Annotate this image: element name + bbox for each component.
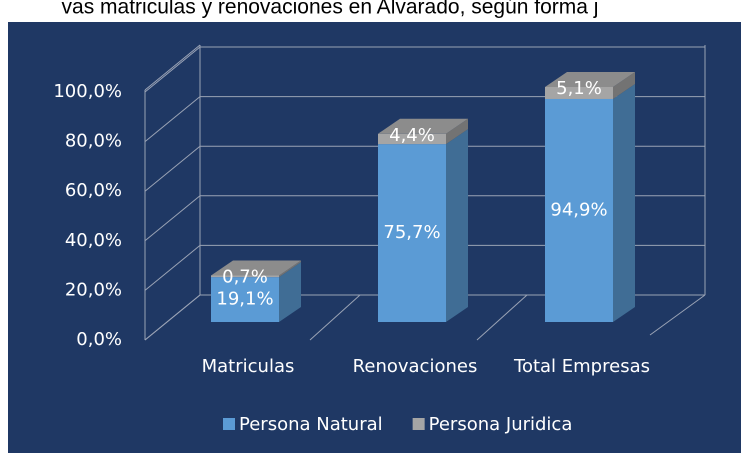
bar [378, 118, 468, 145]
bar-front [211, 277, 279, 322]
bar-side [446, 118, 468, 145]
x-tick-label: Matriculas [202, 356, 295, 377]
grid-line [144, 245, 201, 291]
floor-line [649, 294, 706, 336]
data-label: 5,1% [556, 78, 602, 99]
chart-title: vas matriculas y renovaciones en Alvarad… [62, 0, 599, 19]
grid-line [144, 46, 201, 93]
data-label: 4,4% [389, 125, 435, 146]
bar-top [378, 118, 468, 134]
bar [378, 129, 468, 322]
bar-side [613, 83, 635, 322]
bar-side [446, 129, 468, 322]
bar-top [211, 260, 301, 276]
grid-line [144, 96, 201, 142]
bar-side [279, 262, 301, 322]
x-tick-label: Renovaciones [353, 356, 478, 377]
y-tick-label: 100,0% [53, 81, 122, 102]
floor-line [476, 294, 528, 341]
floor-line [144, 294, 201, 341]
bar-front [545, 87, 613, 99]
bar-side [613, 72, 635, 99]
legend-swatch [412, 418, 425, 430]
bar [211, 260, 301, 278]
bar-front [378, 133, 446, 145]
bar-front [545, 98, 613, 322]
y-tick-label: 80,0% [65, 131, 122, 152]
bar-front [211, 275, 279, 278]
grid-line [144, 145, 201, 192]
legend-label: Persona Juridica [429, 414, 573, 435]
bar-top [545, 72, 635, 87]
data-label: 94,9% [550, 199, 607, 220]
legend-swatch [223, 418, 235, 430]
bar [211, 262, 301, 322]
data-label: 75,7% [383, 222, 440, 243]
y-tick-label: 0,0% [76, 329, 122, 350]
x-tick-label: Total Empresas [513, 356, 650, 377]
bar [545, 83, 635, 322]
floor-line [309, 294, 361, 341]
y-tick-label: 40,0% [65, 230, 122, 251]
bar-front [378, 144, 446, 322]
bar-side [279, 260, 301, 278]
bar [545, 72, 635, 99]
data-label: 19,1% [216, 289, 273, 310]
y-tick-label: 60,0% [65, 180, 122, 201]
legend-label: Persona Natural [239, 414, 383, 435]
grid-line [144, 195, 201, 242]
data-label: 0,7% [222, 266, 268, 287]
y-tick-label: 20,0% [65, 279, 122, 300]
